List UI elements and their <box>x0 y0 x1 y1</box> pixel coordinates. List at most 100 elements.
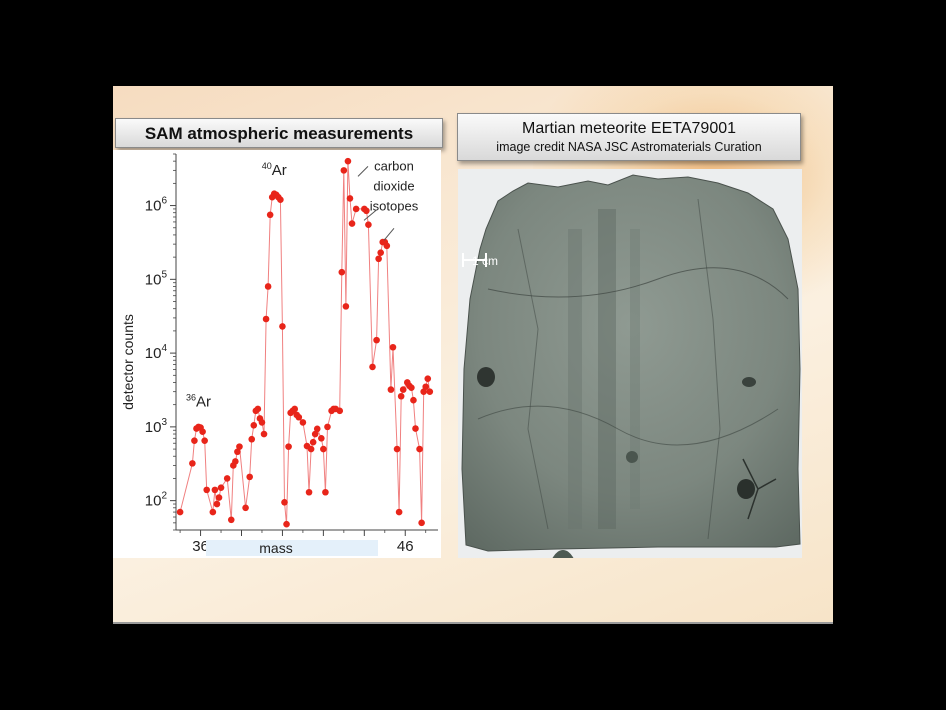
data-point <box>309 438 317 446</box>
data-point <box>234 448 241 456</box>
data-point <box>258 419 266 426</box>
data-point <box>246 473 253 481</box>
data-point <box>408 384 415 391</box>
data-point <box>426 388 434 395</box>
series-line <box>179 161 431 525</box>
data-point <box>424 375 432 382</box>
data-point <box>348 220 356 227</box>
y-tick-label: 105 <box>145 269 168 288</box>
data-point <box>291 405 299 413</box>
data-point <box>209 508 217 516</box>
data-point <box>397 392 405 400</box>
data-point <box>420 388 427 395</box>
meteorite-image: 1 cm <box>458 169 802 558</box>
data-point <box>320 445 327 453</box>
data-point <box>410 396 417 404</box>
data-point <box>213 500 221 508</box>
annotation-pointer <box>357 166 369 177</box>
data-point <box>281 498 288 506</box>
data-point <box>215 494 223 501</box>
data-point <box>250 422 258 429</box>
data-point <box>365 221 372 229</box>
data-point <box>324 423 331 431</box>
data-point <box>412 425 419 432</box>
data-point <box>199 428 206 436</box>
meteorite-photo: 1 cm <box>458 169 802 558</box>
y-tick-label: 104 <box>145 343 168 362</box>
y-axis-label: detector counts <box>120 314 136 410</box>
data-point <box>254 405 262 413</box>
data-point <box>383 242 391 250</box>
scale-label: 1 cm <box>472 254 498 268</box>
data-point <box>336 407 344 415</box>
x-axis-label: mass <box>259 540 292 556</box>
photo-title: Martian meteorite EETA79001 <box>521 120 737 137</box>
data-point <box>277 196 284 204</box>
data-point <box>305 488 313 496</box>
data-point <box>338 268 346 276</box>
data-point <box>248 435 256 443</box>
data-point <box>377 249 384 256</box>
data-point <box>176 508 184 516</box>
data-point <box>217 484 225 491</box>
data-point <box>346 195 354 202</box>
chart-title: SAM atmospheric measurements <box>144 124 414 143</box>
mass-spectrum-chart: 102103104105106363840424446massdetector … <box>120 153 438 556</box>
slide-bottom-line <box>113 622 833 624</box>
data-point <box>399 386 407 393</box>
data-point <box>375 255 382 263</box>
annotation-pointer <box>383 228 395 241</box>
data-point <box>422 383 430 391</box>
data-point <box>418 519 425 527</box>
data-point <box>283 520 290 528</box>
data-point <box>223 475 231 482</box>
data-point <box>369 363 376 371</box>
data-point <box>393 445 401 453</box>
data-point <box>279 323 286 330</box>
data-point <box>373 336 380 344</box>
data-point <box>266 211 274 219</box>
x-label-highlight <box>206 540 378 556</box>
data-point <box>311 430 319 438</box>
data-point <box>395 508 403 516</box>
slide: SAM atmospheric measurements Martian met… <box>113 86 833 624</box>
y-tick-label: 103 <box>145 417 168 436</box>
x-tick-label: 36 <box>192 538 209 555</box>
data-point <box>295 413 303 421</box>
data-point <box>340 167 348 174</box>
data-point <box>203 486 211 494</box>
data-point <box>264 283 272 290</box>
annotation-label: 40Ar <box>262 161 287 179</box>
chart-panel: 102103104105106363840424446massdetector … <box>113 150 441 558</box>
data-point <box>260 430 268 438</box>
data-point <box>344 157 352 165</box>
data-point <box>191 437 198 444</box>
data-point <box>285 443 292 450</box>
data-point <box>318 435 325 442</box>
photo-credit: image credit NASA JSC Astromaterials Cur… <box>496 140 762 154</box>
annotation-label: carbon <box>374 158 414 173</box>
data-point <box>262 315 270 323</box>
data-point <box>322 488 329 496</box>
scale-bar <box>462 253 487 267</box>
data-point <box>211 486 219 494</box>
y-tick-label: 106 <box>145 196 168 215</box>
data-point <box>201 437 208 444</box>
data-point <box>236 443 243 450</box>
data-point <box>227 516 235 524</box>
x-tick-label: 46 <box>397 538 414 555</box>
annotation-label: isotopes <box>370 198 419 213</box>
photo-title-box: Martian meteorite EETA79001 image credit… <box>457 113 801 161</box>
chart-title-box: SAM atmospheric measurements <box>115 118 443 148</box>
data-point <box>416 445 423 453</box>
data-point <box>387 386 395 393</box>
data-point <box>307 445 315 453</box>
annotation-label: dioxide <box>373 178 414 193</box>
data-point <box>299 419 307 426</box>
data-point <box>352 205 360 213</box>
data-point <box>189 460 196 467</box>
y-tick-label: 102 <box>145 491 168 510</box>
data-point <box>363 207 370 215</box>
data-point <box>242 504 249 512</box>
annotation-label: 36Ar <box>186 392 211 410</box>
